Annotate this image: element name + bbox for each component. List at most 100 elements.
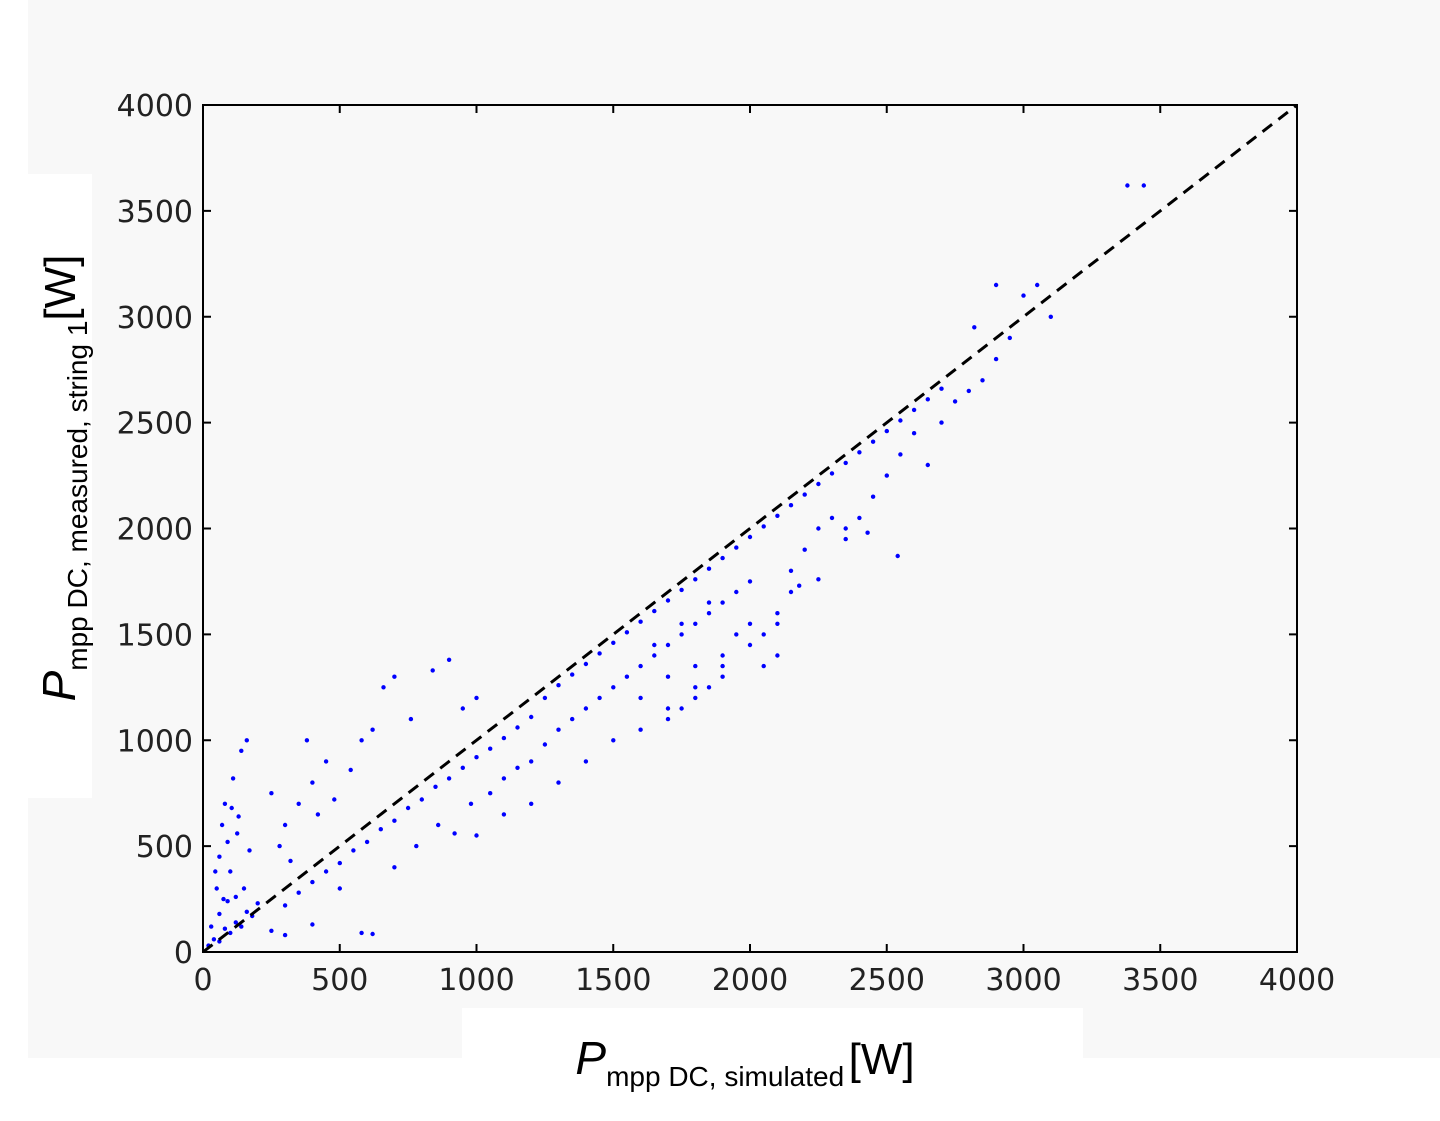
data-point (370, 727, 375, 732)
data-point (488, 746, 493, 751)
data-point (446, 776, 452, 781)
data-point (720, 663, 725, 669)
data-point (679, 587, 684, 593)
data-point (788, 503, 794, 508)
data-point (310, 879, 315, 885)
data-point (378, 827, 383, 832)
data-point (239, 748, 244, 753)
data-point (843, 526, 848, 531)
data-point (665, 716, 671, 722)
data-point (1048, 314, 1054, 319)
data-point (611, 738, 616, 743)
data-point (747, 621, 753, 626)
data-point (474, 833, 479, 838)
data-point (225, 899, 230, 904)
data-point (843, 460, 848, 466)
data-point (761, 632, 766, 637)
data-point (1021, 293, 1026, 298)
data-point (359, 738, 364, 743)
data-point (433, 784, 438, 789)
data-point (706, 566, 712, 571)
data-point (734, 545, 739, 550)
data-point (857, 515, 862, 521)
data-point (474, 695, 479, 701)
data-point (802, 492, 807, 497)
y-axis-label: Pmpp DC, measured, string 1[W] (32, 255, 93, 702)
data-point (884, 473, 889, 478)
data-point (747, 579, 753, 584)
data-point (332, 797, 337, 802)
data-point (515, 725, 520, 730)
data-point (222, 801, 228, 806)
data-point (693, 621, 698, 626)
data-point (816, 526, 821, 531)
data-point (624, 630, 630, 635)
data-point (277, 843, 282, 849)
x-tick-label: 2000 (712, 963, 788, 998)
x-tick-label: 500 (311, 963, 368, 998)
data-point (638, 663, 643, 669)
data-point (693, 577, 698, 582)
data-point (865, 530, 870, 535)
y-tick-label: 2000 (117, 513, 193, 548)
data-point (583, 661, 589, 667)
data-point (706, 611, 712, 616)
identity-reference-line (202, 103, 1298, 954)
data-point (408, 716, 414, 722)
data-point (775, 621, 780, 626)
data-point (452, 831, 457, 836)
data-point (911, 431, 917, 436)
data-point (244, 909, 249, 914)
data-point (761, 663, 766, 669)
data-point (230, 776, 236, 781)
data-point (323, 759, 329, 764)
data-point (542, 742, 548, 747)
data-point (337, 886, 342, 891)
data-point (597, 651, 602, 656)
x-tick-label: 3000 (985, 963, 1061, 998)
data-point (747, 642, 753, 648)
data-point (895, 553, 900, 559)
y-tick-label: 4000 (117, 89, 193, 124)
data-point (843, 536, 848, 542)
data-point (966, 388, 971, 394)
data-point (775, 611, 780, 616)
data-point (211, 937, 217, 942)
data-point (228, 869, 233, 874)
x-tick-label: 1500 (575, 963, 651, 998)
data-point (351, 848, 356, 853)
data-point (221, 896, 226, 902)
data-point (720, 674, 725, 679)
data-point (972, 325, 977, 330)
data-point (693, 663, 698, 669)
data-point (570, 716, 575, 722)
data-point (775, 653, 780, 658)
data-point (542, 695, 548, 701)
data-point (304, 738, 310, 743)
y-axis-label-sub: mpp DC, measured, string 1 (62, 320, 93, 671)
data-point (219, 822, 225, 828)
data-point (706, 685, 712, 690)
data-point (233, 894, 238, 900)
data-point (652, 653, 657, 658)
y-tick-label: 3500 (117, 195, 193, 230)
data-point (348, 767, 353, 773)
data-point (583, 759, 589, 764)
data-point (501, 812, 507, 817)
data-point (802, 547, 807, 552)
y-tick-label: 1500 (117, 618, 193, 653)
data-point (436, 822, 441, 828)
data-point (652, 608, 657, 614)
data-point (679, 621, 684, 626)
data-point (611, 685, 616, 690)
data-point (597, 695, 602, 701)
data-point (474, 755, 479, 760)
data-point (1035, 282, 1040, 288)
data-point (269, 928, 274, 933)
data-point (460, 706, 465, 711)
data-point (296, 801, 301, 806)
data-point (419, 797, 424, 802)
x-tick-label: 0 (193, 963, 212, 998)
data-point (611, 640, 616, 645)
